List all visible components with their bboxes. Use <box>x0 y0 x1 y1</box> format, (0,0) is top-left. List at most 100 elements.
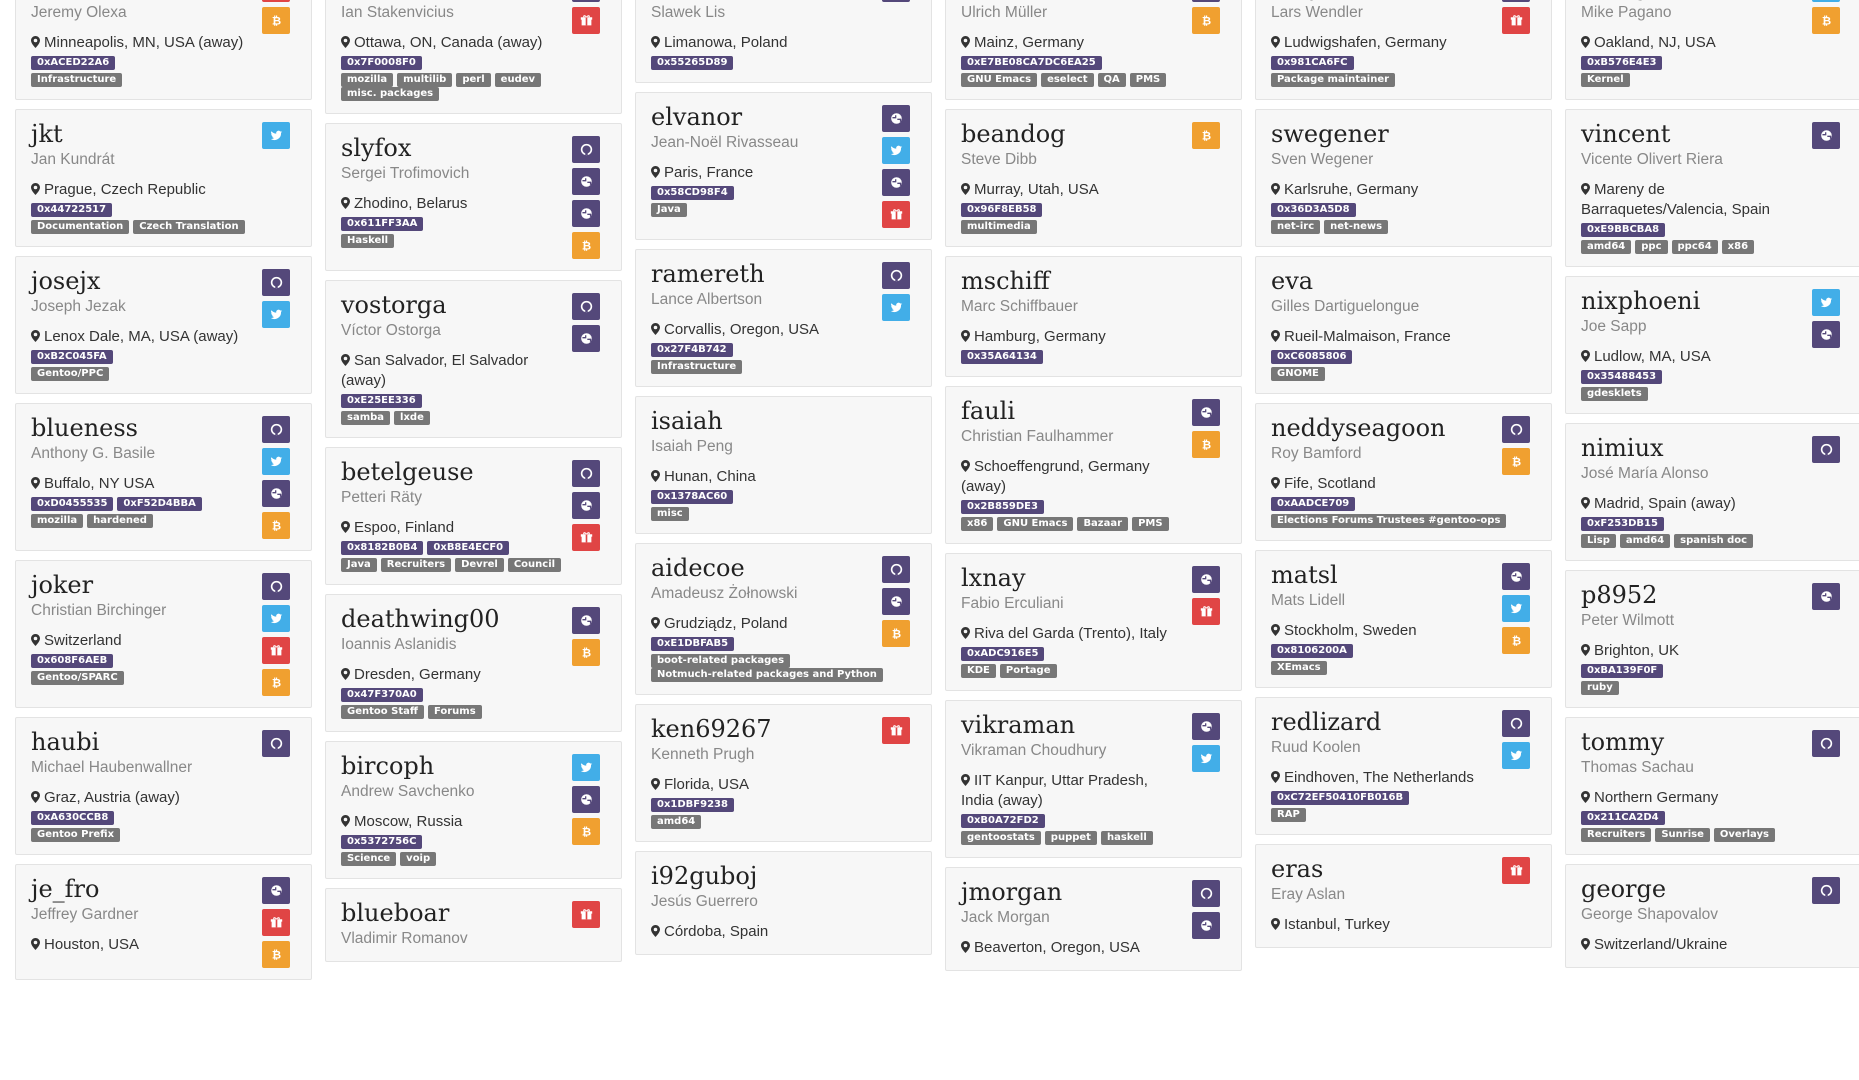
developer-nick[interactable]: i92guboj <box>651 862 758 890</box>
plus-icon[interactable] <box>572 7 600 34</box>
gpg-key-badge[interactable]: 0xF52D4BBA <box>117 497 202 511</box>
developer-nick[interactable]: elvanor <box>651 103 743 131</box>
gpg-key-badge[interactable]: 0xACED22A6 <box>31 56 116 70</box>
developer-nick[interactable]: fauli <box>961 397 1015 425</box>
gpg-key-badge[interactable]: 0x5372756C <box>341 835 423 849</box>
gpg-key-badge[interactable]: 0xB576E4E3 <box>1581 56 1663 70</box>
developer-nick[interactable]: bircoph <box>341 752 435 780</box>
github-icon[interactable] <box>262 416 290 443</box>
gpg-key-badge[interactable]: 0xE25EE336 <box>341 394 422 408</box>
twitter-icon[interactable] <box>1502 742 1530 769</box>
gpg-key-badge[interactable]: 0x7F0008F0 <box>341 56 422 70</box>
gpg-key-badge[interactable]: 0x1DBF9238 <box>651 798 734 812</box>
gpg-key-badge[interactable]: 0x47F370A0 <box>341 688 423 702</box>
developer-nick[interactable]: blueboar <box>341 899 450 927</box>
plus-icon[interactable] <box>882 717 910 744</box>
gpg-key-badge[interactable]: 0x2B859DE3 <box>961 500 1044 514</box>
gpg-key-badge[interactable]: 0x44722517 <box>31 203 113 217</box>
blog-icon[interactable] <box>882 169 910 196</box>
blog-icon[interactable] <box>572 325 600 352</box>
github-icon[interactable] <box>1812 877 1840 904</box>
developer-nick[interactable]: vincent <box>1581 120 1671 148</box>
gpg-key-badge[interactable]: 0x58CD98F4 <box>651 186 734 200</box>
developer-nick[interactable]: mpagano <box>1581 0 1841 1</box>
github-icon[interactable] <box>1812 436 1840 463</box>
twitter-icon[interactable] <box>262 301 290 328</box>
github-icon[interactable] <box>1502 416 1530 443</box>
blog-icon[interactable] <box>1192 566 1220 593</box>
gpg-key-badge[interactable]: 0xA630CCB8 <box>31 811 115 825</box>
gpg-key-badge[interactable]: 0xB8E4ECF0 <box>427 541 510 555</box>
plus-icon[interactable] <box>882 201 910 228</box>
gpg-key-badge[interactable]: 0x36D3A5D8 <box>1271 203 1356 217</box>
bitcoin-icon[interactable]: ₿ <box>262 512 290 539</box>
developer-nick[interactable]: eva <box>1271 267 1314 295</box>
gpg-key-badge[interactable]: 0xC6085806 <box>1271 350 1353 364</box>
gpg-key-badge[interactable]: 0x96F8EB58 <box>961 203 1043 217</box>
developer-nick[interactable]: polynomial-c <box>1271 0 1531 1</box>
github-icon[interactable] <box>572 136 600 163</box>
developer-nick[interactable]: p8952 <box>1581 581 1658 609</box>
developer-nick[interactable]: betelgeuse <box>341 458 474 486</box>
twitter-icon[interactable] <box>882 137 910 164</box>
github-icon[interactable] <box>1502 710 1530 737</box>
twitter-icon[interactable] <box>262 605 290 632</box>
bitcoin-icon[interactable]: ₿ <box>262 7 290 34</box>
gpg-key-badge[interactable]: 0x27F4B742 <box>651 343 733 357</box>
developer-nick[interactable]: vikraman <box>961 711 1076 739</box>
gpg-key-badge[interactable]: 0xC72EF50410FB016B <box>1271 791 1410 805</box>
blog-icon[interactable] <box>262 877 290 904</box>
github-icon[interactable] <box>1192 880 1220 907</box>
developer-nick[interactable]: deathwing00 <box>341 605 500 633</box>
developer-nick[interactable]: mschiff <box>961 267 1050 295</box>
developer-nick[interactable]: slis <box>651 0 911 1</box>
gpg-key-badge[interactable]: 0x981CA6FC <box>1271 56 1354 70</box>
bitcoin-icon[interactable]: ₿ <box>262 669 290 696</box>
developer-nick[interactable]: slyfox <box>341 134 412 162</box>
developer-nick[interactable]: lxnay <box>961 564 1026 592</box>
github-icon[interactable] <box>882 556 910 583</box>
gpg-key-badge[interactable]: 0xADC916E5 <box>961 647 1045 661</box>
gpg-key-badge[interactable]: 0xD0455535 <box>31 497 114 511</box>
twitter-icon[interactable] <box>262 448 290 475</box>
bitcoin-icon[interactable]: ₿ <box>1192 122 1220 149</box>
developer-nick[interactable]: haubi <box>31 728 100 756</box>
bitcoin-icon[interactable]: ₿ <box>572 639 600 666</box>
gpg-key-badge[interactable]: 0x611FF3AA <box>341 217 424 231</box>
plus-icon[interactable] <box>1502 857 1530 884</box>
github-icon[interactable] <box>262 730 290 757</box>
developer-nick[interactable]: swegener <box>1271 120 1389 148</box>
bitcoin-icon[interactable]: ₿ <box>1192 7 1220 34</box>
bitcoin-icon[interactable]: ₿ <box>882 620 910 647</box>
gpg-key-badge[interactable]: 0xF253DB15 <box>1581 517 1664 531</box>
developer-nick[interactable]: darkside <box>31 0 291 1</box>
github-icon[interactable] <box>882 262 910 289</box>
developer-nick[interactable]: jkt <box>31 120 63 148</box>
gpg-key-badge[interactable]: 0xE1DBFAB5 <box>651 637 735 651</box>
plus-icon[interactable] <box>262 909 290 936</box>
blog-icon[interactable] <box>572 786 600 813</box>
gpg-key-badge[interactable]: 0x35488453 <box>1581 370 1663 384</box>
developer-nick[interactable]: josejx <box>31 267 101 295</box>
developer-nick[interactable]: joker <box>31 571 94 599</box>
gpg-key-badge[interactable]: 0x35A64134 <box>961 350 1043 364</box>
blog-icon[interactable] <box>1192 0 1220 2</box>
twitter-icon[interactable] <box>1812 0 1840 2</box>
blog-icon[interactable] <box>1192 713 1220 740</box>
gpg-key-badge[interactable]: 0xE9BBCBA8 <box>1581 223 1666 237</box>
gpg-key-badge[interactable]: 0x1378AC60 <box>651 490 734 504</box>
developer-nick[interactable]: george <box>1581 875 1667 903</box>
github-icon[interactable] <box>1812 730 1840 757</box>
developer-nick[interactable]: eras <box>1271 855 1324 883</box>
twitter-icon[interactable] <box>1192 745 1220 772</box>
developer-nick[interactable]: isaiah <box>651 407 723 435</box>
developer-nick[interactable]: neddyseagoon <box>1271 414 1446 442</box>
github-icon[interactable] <box>572 0 600 2</box>
blog-icon[interactable] <box>882 0 910 2</box>
bitcoin-icon[interactable]: ₿ <box>572 818 600 845</box>
developer-nick[interactable]: nixphoeni <box>1581 287 1701 315</box>
blog-icon[interactable] <box>572 492 600 519</box>
gpg-key-badge[interactable]: 0xAADCE709 <box>1271 497 1356 511</box>
bitcoin-icon[interactable]: ₿ <box>572 232 600 259</box>
twitter-icon[interactable] <box>1812 289 1840 316</box>
